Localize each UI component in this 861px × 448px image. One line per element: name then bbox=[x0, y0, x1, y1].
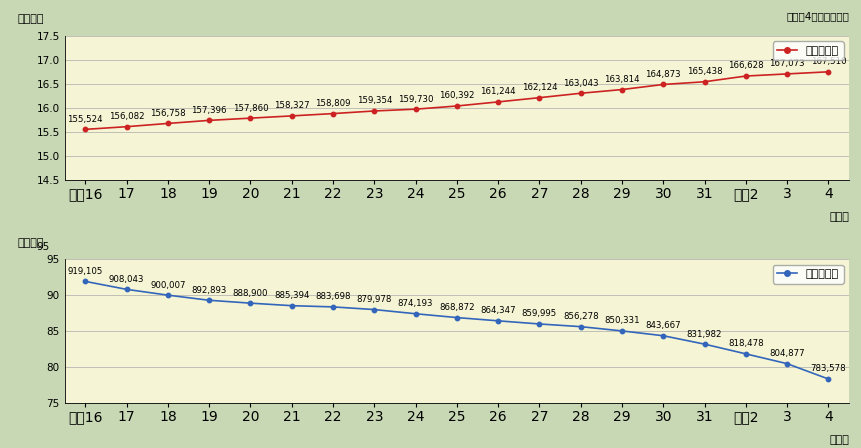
Text: 167,073: 167,073 bbox=[768, 59, 804, 69]
Text: 868,872: 868,872 bbox=[438, 303, 474, 312]
Text: 166,628: 166,628 bbox=[728, 61, 763, 70]
Text: 157,396: 157,396 bbox=[191, 106, 226, 115]
Text: 155,524: 155,524 bbox=[67, 115, 103, 124]
Text: 818,478: 818,478 bbox=[728, 339, 763, 348]
Text: 167,510: 167,510 bbox=[809, 57, 846, 66]
Text: 165,438: 165,438 bbox=[686, 67, 722, 76]
Text: 95: 95 bbox=[36, 242, 49, 252]
Text: 163,814: 163,814 bbox=[604, 75, 639, 84]
Text: 883,698: 883,698 bbox=[315, 293, 350, 302]
Text: 879,978: 879,978 bbox=[356, 295, 392, 304]
Text: 156,082: 156,082 bbox=[108, 112, 145, 121]
Text: 900,007: 900,007 bbox=[150, 280, 185, 289]
Text: 161,244: 161,244 bbox=[480, 87, 516, 96]
Legend: 消防団員数: 消防団員数 bbox=[771, 265, 843, 284]
Text: 919,105: 919,105 bbox=[67, 267, 102, 276]
Text: 856,278: 856,278 bbox=[562, 312, 598, 321]
Text: 892,893: 892,893 bbox=[191, 286, 226, 295]
Text: 850,331: 850,331 bbox=[604, 316, 639, 325]
Text: 157,860: 157,860 bbox=[232, 103, 268, 112]
Text: 908,043: 908,043 bbox=[108, 275, 144, 284]
Text: 885,394: 885,394 bbox=[274, 291, 309, 300]
Text: 843,667: 843,667 bbox=[645, 321, 680, 330]
Text: 874,193: 874,193 bbox=[398, 299, 433, 308]
Text: （万人）: （万人） bbox=[17, 237, 44, 248]
Text: 783,578: 783,578 bbox=[809, 365, 846, 374]
Text: （年）: （年） bbox=[828, 435, 848, 445]
Text: 162,124: 162,124 bbox=[521, 83, 556, 92]
Text: 164,873: 164,873 bbox=[645, 70, 680, 79]
Text: （年）: （年） bbox=[828, 211, 848, 222]
Text: 859,995: 859,995 bbox=[521, 310, 556, 319]
Text: 804,877: 804,877 bbox=[768, 349, 804, 358]
Legend: 消防職員数: 消防職員数 bbox=[771, 41, 843, 60]
Text: 159,730: 159,730 bbox=[398, 95, 433, 103]
Text: 156,758: 156,758 bbox=[150, 109, 185, 118]
Text: 888,900: 888,900 bbox=[232, 289, 268, 297]
Text: 158,809: 158,809 bbox=[315, 99, 350, 108]
Text: 831,982: 831,982 bbox=[686, 330, 722, 339]
Text: （万人）: （万人） bbox=[17, 14, 44, 24]
Text: （各年4月１日現在）: （各年4月１日現在） bbox=[785, 11, 848, 21]
Text: 159,354: 159,354 bbox=[356, 96, 392, 105]
Text: 160,392: 160,392 bbox=[438, 91, 474, 100]
Text: 158,327: 158,327 bbox=[274, 101, 309, 110]
Text: 864,347: 864,347 bbox=[480, 306, 516, 315]
Text: 163,043: 163,043 bbox=[562, 79, 598, 88]
